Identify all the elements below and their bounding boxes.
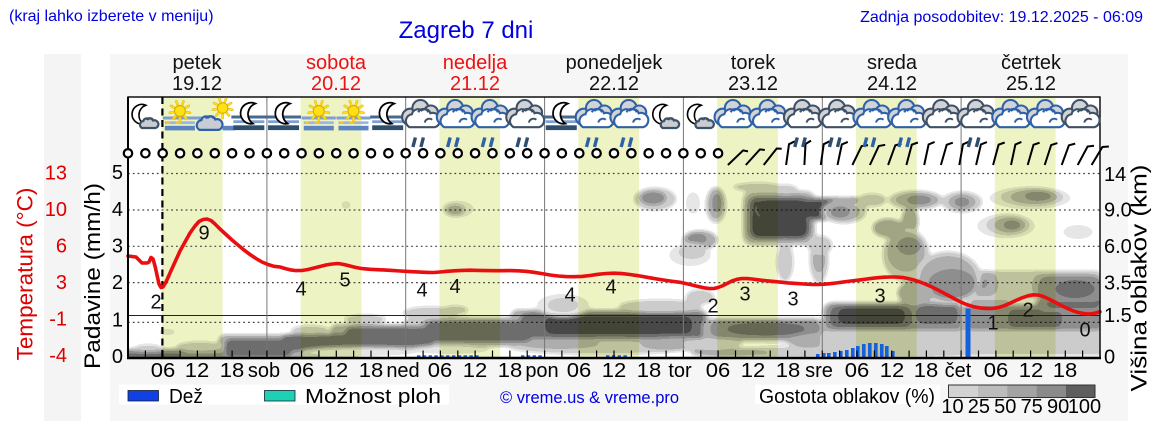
svg-text:6: 6 xyxy=(56,236,67,258)
svg-text:0: 0 xyxy=(112,346,123,368)
svg-text:12: 12 xyxy=(324,360,349,382)
svg-text:14: 14 xyxy=(1104,164,1126,186)
svg-text:sobota: sobota xyxy=(306,52,367,74)
svg-text:18: 18 xyxy=(637,360,662,382)
svg-text:9: 9 xyxy=(198,223,209,245)
svg-text:5: 5 xyxy=(339,270,350,292)
svg-text:20.12: 20.12 xyxy=(311,73,361,95)
svg-text:06: 06 xyxy=(845,360,870,382)
svg-text:4: 4 xyxy=(605,277,616,299)
svg-text:Temperatura (°C): Temperatura (°C) xyxy=(13,188,38,361)
svg-text:24.12: 24.12 xyxy=(867,73,917,95)
svg-text:21.12: 21.12 xyxy=(450,73,500,95)
svg-text:18: 18 xyxy=(914,360,939,382)
svg-text:3.5: 3.5 xyxy=(1104,273,1132,295)
svg-text:0: 0 xyxy=(1079,320,1090,342)
svg-text:1: 1 xyxy=(112,310,123,332)
svg-text:12: 12 xyxy=(880,360,905,382)
svg-text:3: 3 xyxy=(56,272,67,294)
svg-text:nedelja: nedelja xyxy=(443,52,508,74)
svg-text:tor: tor xyxy=(668,360,692,382)
svg-text:13: 13 xyxy=(45,163,67,185)
svg-text:18: 18 xyxy=(359,360,384,382)
svg-text:petek: petek xyxy=(173,52,223,74)
svg-text:18: 18 xyxy=(1053,360,1078,382)
svg-text:12: 12 xyxy=(602,360,627,382)
svg-text:18: 18 xyxy=(776,360,801,382)
svg-text:3: 3 xyxy=(787,289,798,311)
svg-text:12: 12 xyxy=(463,360,488,382)
svg-text:4: 4 xyxy=(416,280,427,302)
svg-text:Višina oblakov (km): Višina oblakov (km) xyxy=(1127,165,1152,392)
svg-text:3: 3 xyxy=(739,284,750,306)
svg-text:ponedeljek: ponedeljek xyxy=(566,52,664,74)
svg-text:5: 5 xyxy=(112,162,123,184)
svg-text:25: 25 xyxy=(968,396,990,418)
svg-text:Gostota oblakov (%): Gostota oblakov (%) xyxy=(759,386,935,408)
svg-text:25.12: 25.12 xyxy=(1006,73,1056,95)
svg-text:18: 18 xyxy=(498,360,523,382)
svg-text:čet: čet xyxy=(945,360,972,382)
svg-text:06: 06 xyxy=(428,360,453,382)
svg-text:22.12: 22.12 xyxy=(589,73,639,95)
svg-text:4: 4 xyxy=(295,279,306,301)
svg-text:19.12: 19.12 xyxy=(172,73,222,95)
svg-text:9.0: 9.0 xyxy=(1104,200,1132,222)
svg-text:18: 18 xyxy=(220,360,245,382)
svg-text:1: 1 xyxy=(987,313,998,335)
svg-text:2: 2 xyxy=(112,272,123,294)
svg-text:4: 4 xyxy=(449,276,460,298)
svg-text:0: 0 xyxy=(1104,347,1115,369)
svg-text:23.12: 23.12 xyxy=(728,73,778,95)
svg-text:ned: ned xyxy=(386,360,419,382)
svg-text:sob: sob xyxy=(248,360,280,382)
svg-text:sreda: sreda xyxy=(867,52,918,74)
svg-text:06: 06 xyxy=(984,360,1009,382)
svg-text:100: 100 xyxy=(1068,396,1101,418)
svg-text:06: 06 xyxy=(290,360,315,382)
svg-text:2: 2 xyxy=(707,296,718,318)
svg-text:1.5: 1.5 xyxy=(1104,305,1132,327)
svg-text:06: 06 xyxy=(706,360,731,382)
svg-text:12: 12 xyxy=(185,360,210,382)
svg-text:pon: pon xyxy=(525,360,558,382)
svg-text:2: 2 xyxy=(150,292,161,314)
svg-text:sre: sre xyxy=(805,360,833,382)
svg-text:06: 06 xyxy=(567,360,592,382)
svg-text:© vreme.us & vreme.pro: © vreme.us & vreme.pro xyxy=(500,389,679,407)
svg-text:torek: torek xyxy=(731,52,776,74)
svg-text:3: 3 xyxy=(112,236,123,258)
svg-text:3: 3 xyxy=(874,286,885,308)
svg-text:Možnost ploh: Možnost ploh xyxy=(305,386,441,408)
svg-text:4: 4 xyxy=(112,199,123,221)
svg-text:četrtek: četrtek xyxy=(1001,52,1062,74)
svg-text:-1: -1 xyxy=(49,309,67,331)
svg-text:50: 50 xyxy=(994,396,1016,418)
svg-text:75: 75 xyxy=(1021,396,1043,418)
svg-text:Dež: Dež xyxy=(169,386,203,408)
svg-text:10: 10 xyxy=(941,396,963,418)
svg-text:6.0: 6.0 xyxy=(1104,236,1132,258)
svg-text:Zagreb 7 dni: Zagreb 7 dni xyxy=(399,17,534,44)
svg-text:Padavine (mm/h): Padavine (mm/h) xyxy=(80,183,105,369)
svg-text:10: 10 xyxy=(45,199,67,221)
svg-text:Zadnja posodobitev: 19.12.2025: Zadnja posodobitev: 19.12.2025 - 06:09 xyxy=(860,9,1143,26)
svg-text:90: 90 xyxy=(1047,396,1069,418)
svg-text:12: 12 xyxy=(1019,360,1044,382)
svg-text:4: 4 xyxy=(564,285,575,307)
svg-text:2: 2 xyxy=(1022,300,1033,322)
svg-text:(kraj lahko izberete v meniju): (kraj lahko izberete v meniju) xyxy=(9,8,214,25)
svg-text:12: 12 xyxy=(741,360,766,382)
svg-text:06: 06 xyxy=(151,360,176,382)
svg-text:-4: -4 xyxy=(49,345,67,367)
